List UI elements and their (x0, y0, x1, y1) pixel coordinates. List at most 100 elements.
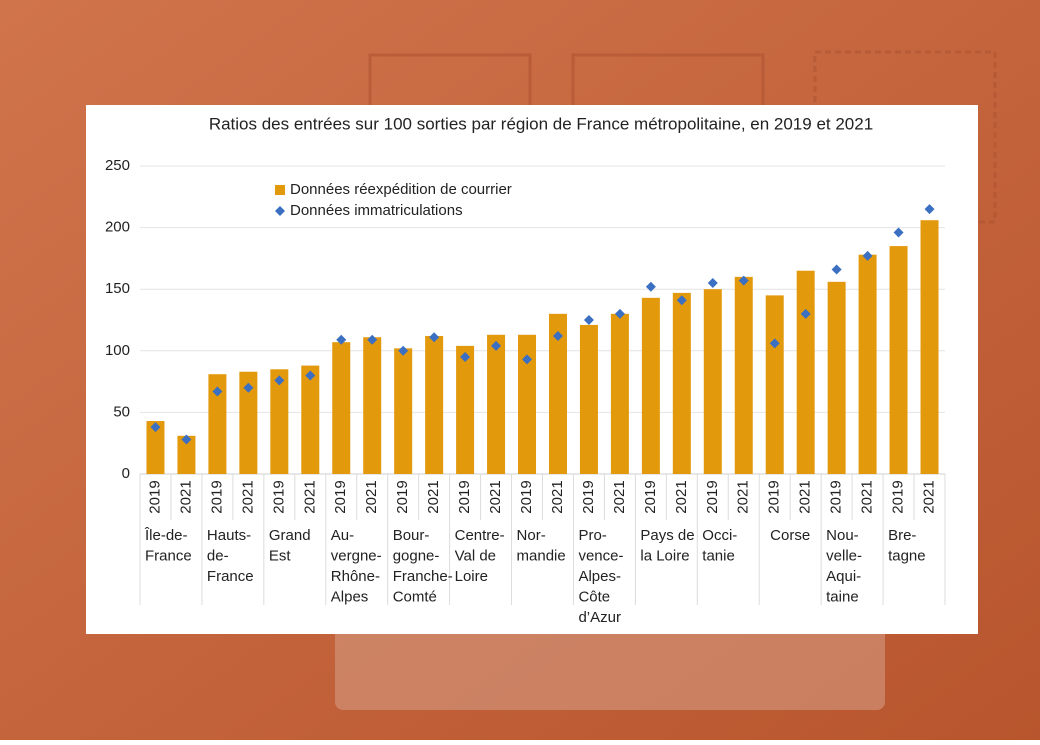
x-tick-label: 2021 (611, 480, 628, 513)
bar (363, 337, 382, 474)
y-tick-label: 0 (122, 465, 130, 482)
group-label: velle- (826, 547, 862, 564)
marker (429, 332, 440, 343)
marker (305, 370, 316, 381)
y-tick-label: 200 (105, 219, 130, 236)
group-label: Nor- (517, 527, 546, 544)
x-tick-label: 2021 (177, 480, 194, 513)
marker (212, 386, 223, 397)
x-tick-label: 2019 (456, 480, 473, 513)
bar (703, 289, 722, 474)
bar (672, 292, 691, 474)
group-label: Île-de- (144, 527, 188, 544)
bar (270, 369, 289, 474)
marker (769, 338, 780, 349)
marker (491, 340, 502, 351)
x-tick-label: 2019 (704, 480, 721, 513)
y-tick-label: 250 (105, 157, 130, 174)
group-label: Alpes- (578, 568, 621, 585)
marker (707, 278, 718, 289)
group-label: tagne (888, 547, 926, 564)
bar (425, 336, 444, 474)
bar (548, 313, 567, 474)
bar (301, 365, 320, 474)
x-tick-label: 2021 (425, 480, 442, 513)
marker (274, 375, 285, 386)
bar (239, 371, 258, 474)
bar (920, 220, 939, 474)
group-label: Pro- (578, 527, 606, 544)
group-label: Côte (578, 588, 610, 605)
marker (893, 227, 904, 238)
group-label: Val de (455, 547, 496, 564)
x-tick-label: 2021 (363, 480, 380, 513)
group-label: Hauts- (207, 527, 251, 544)
x-tick-label: 2021 (859, 480, 876, 513)
x-tick-label: 2021 (487, 480, 504, 513)
group-label: France (145, 547, 192, 564)
group-label: gogne- (393, 547, 440, 564)
x-tick-label: 2021 (673, 480, 690, 513)
x-tick-label: 2019 (580, 480, 597, 513)
group-label: Centre- (455, 527, 505, 544)
legend-swatch (275, 206, 285, 216)
marker (862, 250, 873, 261)
x-tick-label: 2021 (301, 480, 318, 513)
marker (150, 422, 161, 433)
x-tick-label: 2021 (797, 480, 814, 513)
bar (579, 324, 598, 474)
group-label: d’Azur (578, 609, 621, 626)
chart-title: Ratios des entrées sur 100 sorties par r… (209, 114, 873, 133)
marker (243, 382, 254, 393)
marker (800, 308, 811, 319)
group-label: Franche- (393, 568, 453, 585)
group-label: Nou- (826, 527, 859, 544)
bar (827, 281, 846, 474)
group-label: mandie (517, 547, 566, 564)
group-label: vergne- (331, 547, 382, 564)
bar (610, 313, 629, 474)
marker (583, 315, 594, 325)
x-tick-label: 2019 (766, 480, 783, 513)
bar (858, 254, 877, 474)
x-tick-label: 2019 (146, 480, 163, 513)
bar (487, 334, 506, 474)
group-label: vence- (578, 547, 623, 564)
group-label: Rhône- (331, 568, 380, 585)
marker (924, 204, 935, 215)
x-tick-label: 2019 (208, 480, 225, 513)
marker (336, 334, 347, 345)
x-tick-label: 2019 (642, 480, 659, 513)
bar (641, 297, 660, 474)
y-tick-label: 50 (113, 403, 130, 420)
group-label: Alpes (331, 588, 369, 605)
marker (738, 275, 749, 286)
group-label: Corse (770, 527, 810, 544)
bar (394, 348, 413, 474)
label-decoration (335, 620, 885, 710)
marker (831, 264, 842, 275)
x-tick-label: 2019 (828, 480, 845, 513)
y-tick-label: 100 (105, 342, 130, 359)
group-label: Comté (393, 588, 437, 605)
legend-label: Données immatriculations (290, 202, 463, 219)
marker (522, 354, 533, 365)
group-label: Bre- (888, 527, 916, 544)
marker (181, 434, 192, 445)
group-label: taine (826, 588, 859, 605)
y-tick-label: 150 (105, 280, 130, 297)
group-label: Loire (455, 568, 488, 585)
bar (177, 435, 196, 474)
bar (456, 345, 475, 474)
bar (518, 334, 537, 474)
group-label: France (207, 568, 254, 585)
x-tick-label: 2021 (239, 480, 256, 513)
legend-label: Données réexpédition de courrier (290, 181, 512, 198)
bar (765, 295, 784, 474)
legend-swatch (275, 185, 285, 195)
bar (734, 276, 753, 474)
x-tick-label: 2021 (735, 480, 752, 513)
marker (367, 334, 378, 345)
